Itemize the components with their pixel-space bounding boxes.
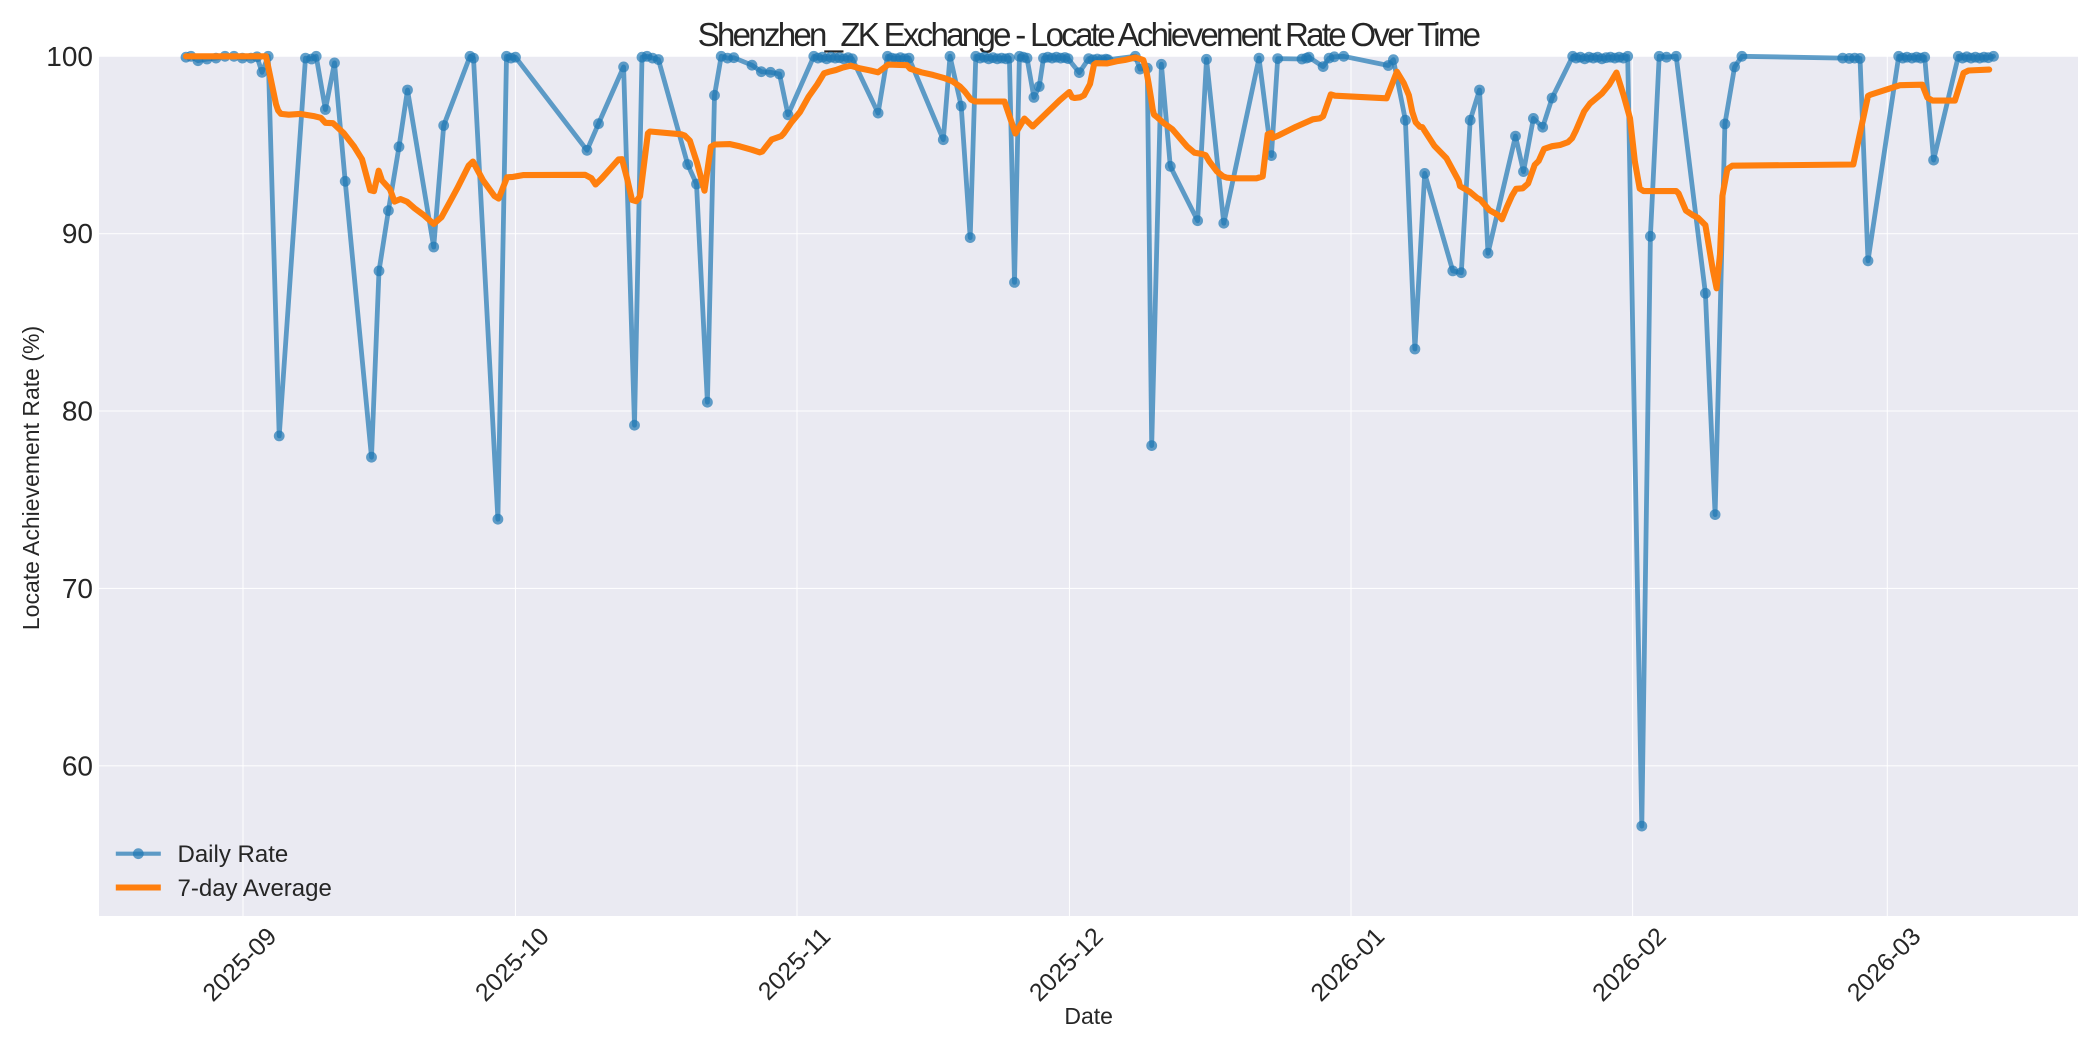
svg-text:2026-02: 2026-02 [1587, 922, 1672, 1007]
svg-text:2025-11: 2025-11 [753, 922, 836, 1005]
svg-text:100: 100 [46, 41, 93, 72]
svg-text:2025-12: 2025-12 [1024, 922, 1109, 1007]
svg-text:2025-09: 2025-09 [197, 922, 282, 1007]
svg-text:90: 90 [62, 218, 93, 249]
svg-text:Daily Rate: Daily Rate [178, 841, 289, 868]
svg-text:Locate Achievement Rate (%): Locate Achievement Rate (%) [18, 326, 44, 630]
svg-text:2026-01: 2026-01 [1305, 922, 1390, 1007]
svg-text:2026-03: 2026-03 [1842, 922, 1927, 1007]
svg-text:60: 60 [62, 750, 93, 781]
svg-text:Date: Date [1064, 1003, 1113, 1029]
svg-text:Shenzhen_ZK Exchange - Locate: Shenzhen_ZK Exchange - Locate Achievemen… [698, 16, 1480, 53]
svg-text:7-day Average: 7-day Average [178, 875, 332, 902]
svg-text:80: 80 [62, 396, 93, 427]
svg-text:2025-10: 2025-10 [470, 922, 555, 1007]
svg-text:70: 70 [62, 573, 93, 604]
